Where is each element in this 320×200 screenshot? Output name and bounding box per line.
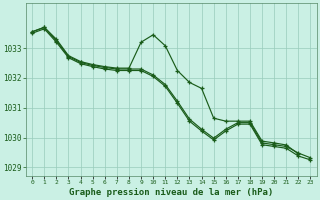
X-axis label: Graphe pression niveau de la mer (hPa): Graphe pression niveau de la mer (hPa) [69, 188, 274, 197]
